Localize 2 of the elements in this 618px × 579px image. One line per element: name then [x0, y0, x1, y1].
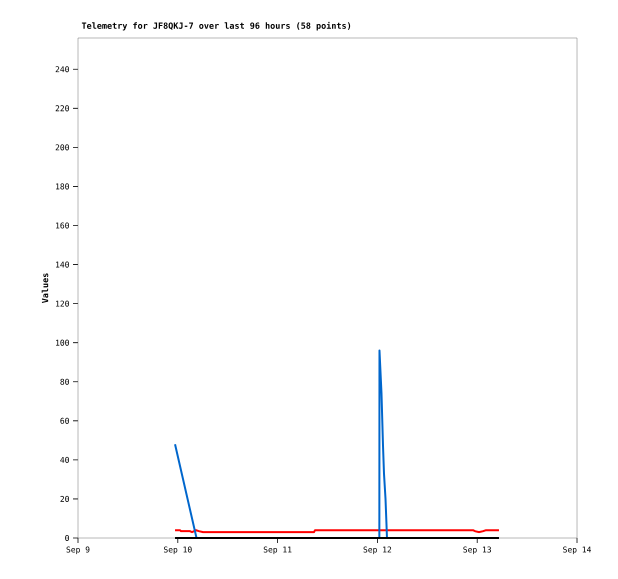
y-axis-title: Values [42, 273, 48, 304]
chart-title: Telemetry for JF8QKJ-7 over last 96 hours (58 points) [82, 22, 350, 30]
